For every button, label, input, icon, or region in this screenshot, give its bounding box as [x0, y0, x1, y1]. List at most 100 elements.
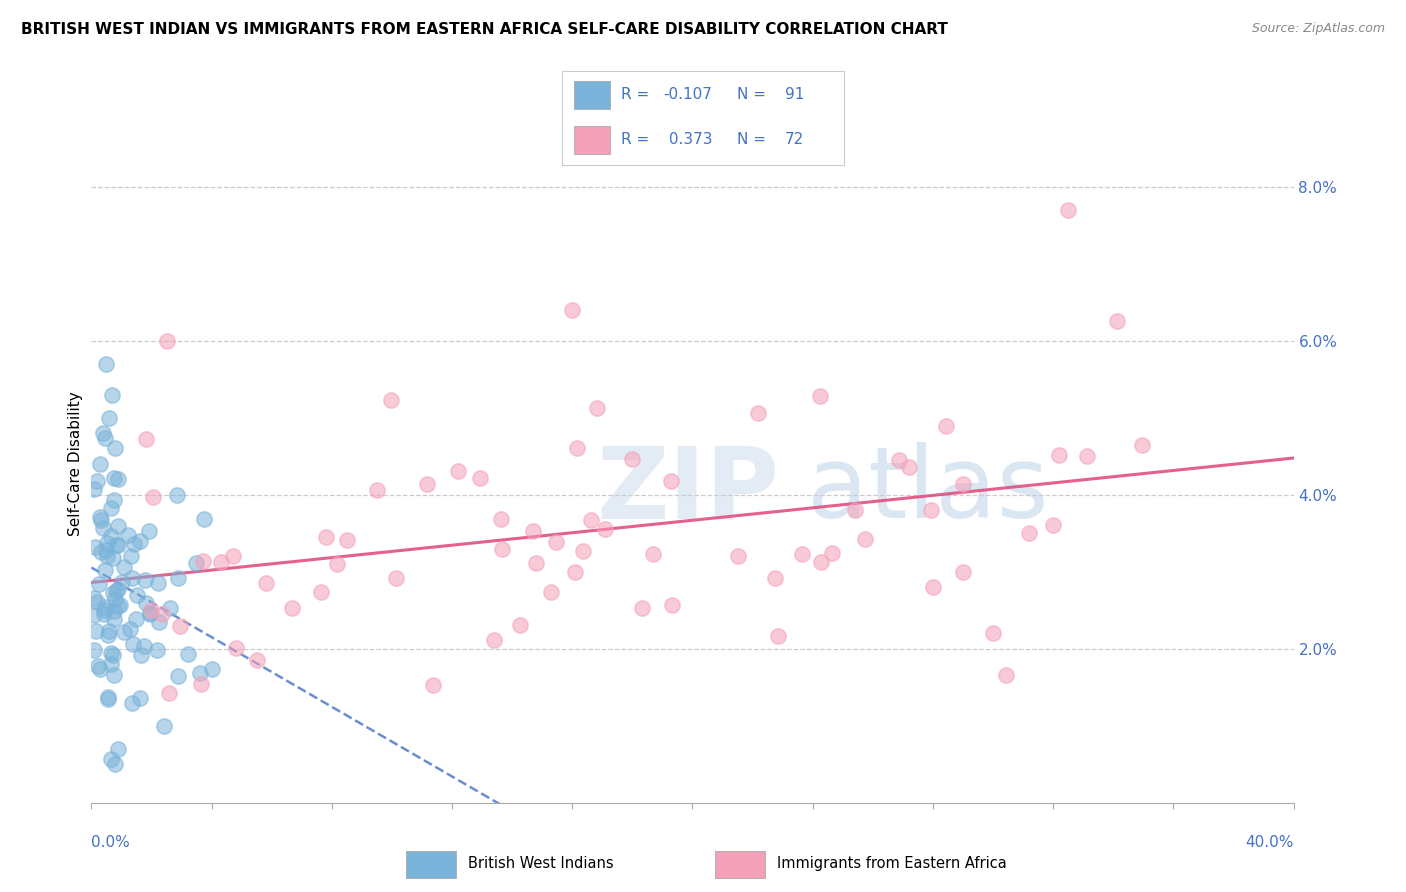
Point: [87, 658, 110, 673]
Point: [191, 554, 214, 568]
Point: [90, 513, 112, 527]
Point: [540, 585, 562, 599]
Point: [190, 677, 212, 691]
Point: [572, 544, 595, 558]
Point: [325, 557, 347, 571]
Point: [91, 521, 114, 535]
Point: [125, 612, 148, 626]
Text: 72: 72: [785, 132, 804, 147]
Point: [309, 585, 332, 599]
Point: [659, 474, 682, 488]
Point: [585, 401, 607, 416]
Point: [146, 643, 169, 657]
Point: [90, 545, 112, 559]
Point: [135, 432, 157, 446]
Point: [952, 565, 974, 579]
Point: [93, 425, 115, 440]
Point: [380, 393, 402, 408]
Point: [121, 637, 143, 651]
Point: [104, 757, 127, 772]
Point: [98, 410, 121, 425]
Point: [103, 612, 125, 626]
Point: [157, 685, 180, 699]
Point: [1018, 525, 1040, 540]
Point: [103, 471, 125, 485]
Point: [561, 302, 583, 317]
Text: BRITISH WEST INDIAN VS IMMIGRANTS FROM EASTERN AFRICA SELF-CARE DISABILITY CORRE: BRITISH WEST INDIAN VS IMMIGRANTS FROM E…: [21, 22, 948, 37]
Point: [94, 542, 117, 557]
Point: [155, 334, 177, 348]
Point: [107, 518, 129, 533]
Point: [100, 646, 122, 660]
Point: [83, 540, 105, 554]
Point: [188, 666, 211, 681]
Point: [995, 668, 1018, 682]
Point: [129, 691, 152, 706]
Point: [522, 524, 544, 538]
Point: [107, 742, 129, 756]
Point: [148, 615, 170, 629]
Point: [1057, 202, 1080, 217]
Point: [470, 471, 492, 485]
Point: [121, 696, 143, 710]
Point: [661, 598, 683, 612]
Point: [544, 534, 567, 549]
Point: [89, 457, 111, 471]
Point: [134, 573, 156, 587]
Point: [104, 584, 127, 599]
Text: ZIP: ZIP: [596, 442, 779, 540]
Point: [482, 633, 505, 648]
Point: [922, 580, 945, 594]
Point: [246, 653, 269, 667]
Text: Source: ZipAtlas.com: Source: ZipAtlas.com: [1251, 22, 1385, 36]
Point: [952, 476, 974, 491]
Point: [898, 459, 921, 474]
Point: [100, 500, 122, 515]
Point: [763, 571, 786, 585]
Point: [121, 571, 143, 585]
Point: [209, 555, 232, 569]
Point: [620, 451, 643, 466]
Text: 0.373: 0.373: [664, 132, 711, 147]
Point: [150, 607, 173, 621]
Point: [166, 488, 188, 502]
Point: [83, 643, 105, 657]
Point: [96, 549, 118, 563]
Point: [86, 595, 108, 609]
Point: [96, 536, 118, 550]
Point: [111, 574, 134, 589]
Point: [766, 628, 789, 642]
Point: [810, 389, 832, 403]
Point: [152, 719, 174, 733]
Y-axis label: Self-Care Disability: Self-Care Disability: [67, 392, 83, 536]
Text: 40.0%: 40.0%: [1246, 836, 1294, 850]
Point: [225, 641, 247, 656]
Point: [96, 357, 118, 371]
Point: [315, 530, 337, 544]
Point: [107, 538, 129, 552]
Point: [1107, 314, 1129, 328]
Point: [83, 607, 105, 622]
Text: atlas: atlas: [807, 442, 1049, 540]
Point: [107, 599, 129, 613]
Point: [1042, 518, 1064, 533]
Point: [416, 477, 439, 491]
Point: [790, 547, 813, 561]
Point: [86, 624, 108, 638]
Point: [139, 607, 162, 621]
Point: [93, 599, 115, 614]
Point: [105, 538, 128, 552]
Point: [101, 387, 124, 401]
Point: [201, 662, 224, 676]
Point: [86, 474, 108, 488]
Point: [135, 596, 157, 610]
Point: [167, 669, 190, 683]
Point: [103, 492, 125, 507]
Point: [138, 606, 160, 620]
Point: [579, 513, 602, 527]
Point: [385, 571, 408, 585]
Point: [981, 626, 1004, 640]
Point: [89, 509, 111, 524]
FancyBboxPatch shape: [574, 126, 610, 153]
Point: [184, 556, 207, 570]
